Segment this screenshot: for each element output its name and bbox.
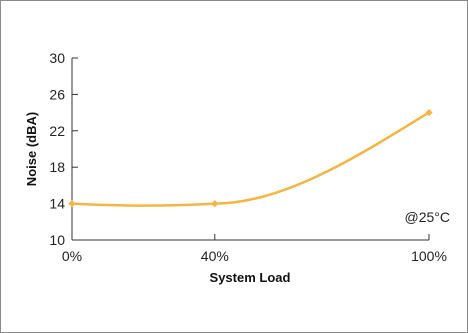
data-point-marker [68, 200, 75, 207]
x-ticks: 0% 40% 100% [62, 234, 447, 264]
y-tick-label: 22 [49, 123, 65, 139]
y-tick-label: 18 [49, 159, 65, 175]
data-point-marker [211, 200, 218, 207]
y-tick-label: 26 [49, 86, 65, 102]
y-axis-title: Noise (dBA) [24, 112, 39, 186]
x-tick-label: 0% [62, 248, 82, 264]
x-tick-label: 100% [411, 248, 447, 264]
series-layer [68, 109, 432, 207]
y-ticks: 10 14 18 22 26 30 [49, 50, 78, 248]
series-line [72, 113, 429, 206]
y-tick-label: 14 [49, 196, 65, 212]
y-tick-label: 30 [49, 50, 65, 66]
temperature-annotation: @25°C [405, 209, 451, 225]
x-tick-label: 40% [201, 248, 229, 264]
x-axis-title: System Load [210, 270, 291, 285]
y-tick-label: 10 [49, 232, 65, 248]
